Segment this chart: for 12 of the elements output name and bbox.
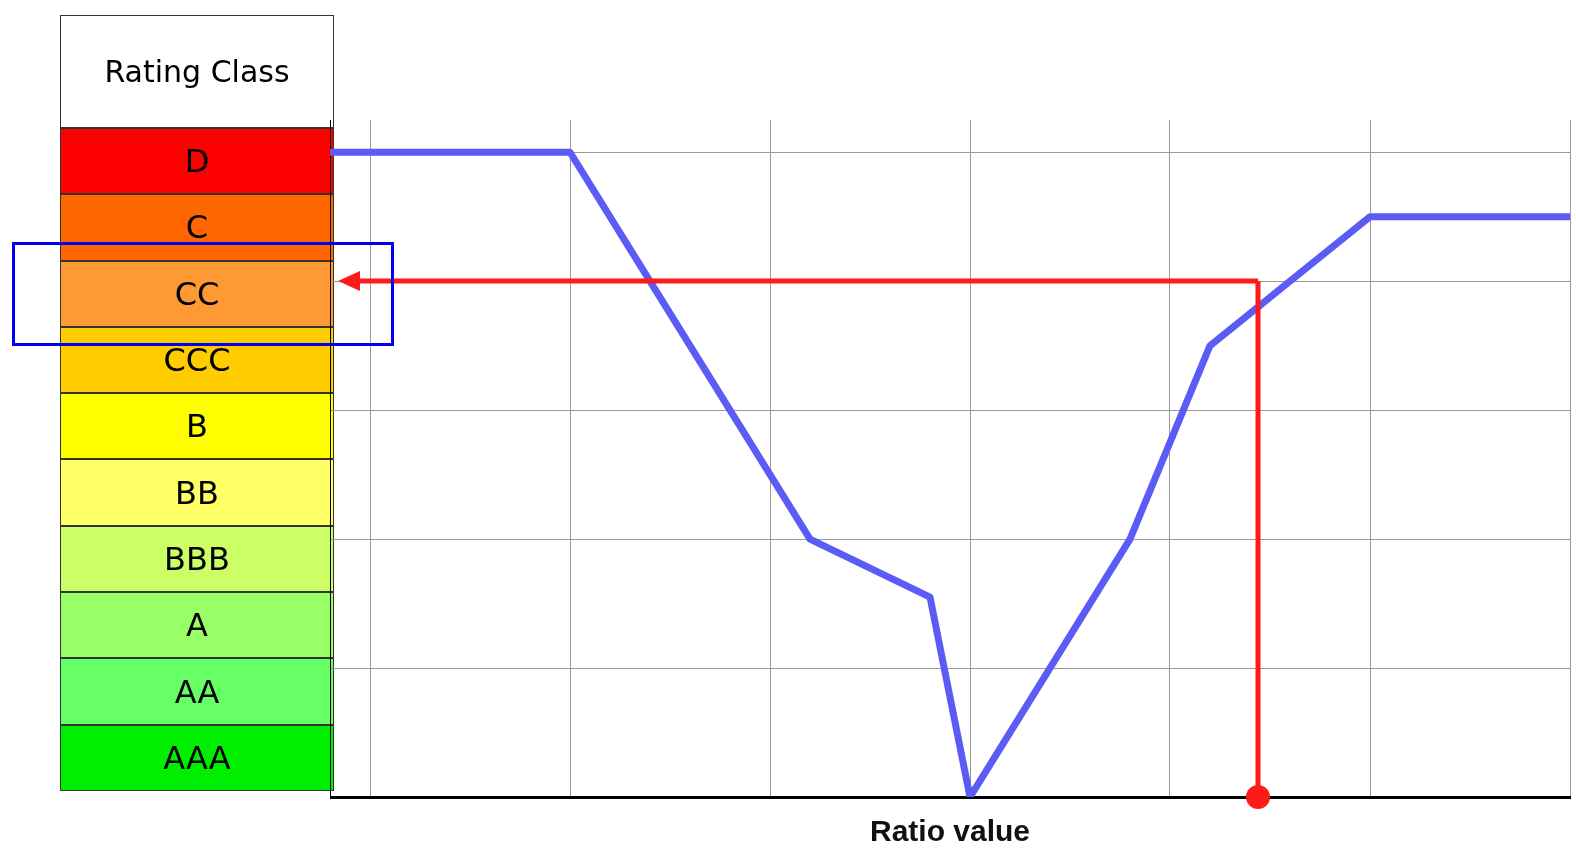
category-label: B	[60, 393, 334, 460]
category-label: BB	[60, 459, 334, 526]
category-label: BBB	[60, 525, 334, 593]
category-label: CC	[60, 260, 334, 327]
text: Rating Class	[60, 15, 334, 128]
category-label: A	[60, 592, 334, 659]
category-label: AAA	[60, 724, 334, 791]
category-label: AA	[60, 658, 334, 725]
category-label: C	[60, 194, 334, 261]
x-axis-title: Ratio value	[869, 814, 1031, 848]
category-label: D	[60, 128, 334, 195]
category-label: CCC	[60, 326, 334, 394]
